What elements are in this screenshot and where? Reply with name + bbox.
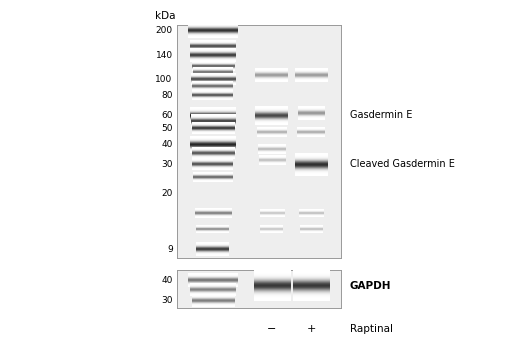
Text: 50: 50	[161, 124, 173, 133]
Text: kDa: kDa	[155, 11, 175, 21]
Text: +: +	[306, 324, 316, 334]
Text: 20: 20	[161, 189, 173, 198]
Text: 30: 30	[161, 160, 173, 169]
Text: 40: 40	[161, 140, 173, 149]
Text: Gasdermin E: Gasdermin E	[350, 111, 412, 120]
Text: 140: 140	[155, 51, 173, 60]
Text: 40: 40	[161, 275, 173, 285]
Text: 30: 30	[161, 296, 173, 305]
Text: −: −	[267, 324, 277, 334]
Text: GAPDH: GAPDH	[350, 281, 392, 290]
Text: 9: 9	[167, 245, 173, 254]
Text: Cleaved Gasdermin E: Cleaved Gasdermin E	[350, 160, 455, 169]
Text: 200: 200	[155, 26, 173, 35]
Text: 80: 80	[161, 91, 173, 100]
Text: Raptinal: Raptinal	[350, 324, 393, 334]
Text: 100: 100	[155, 75, 173, 84]
Text: 60: 60	[161, 111, 173, 120]
